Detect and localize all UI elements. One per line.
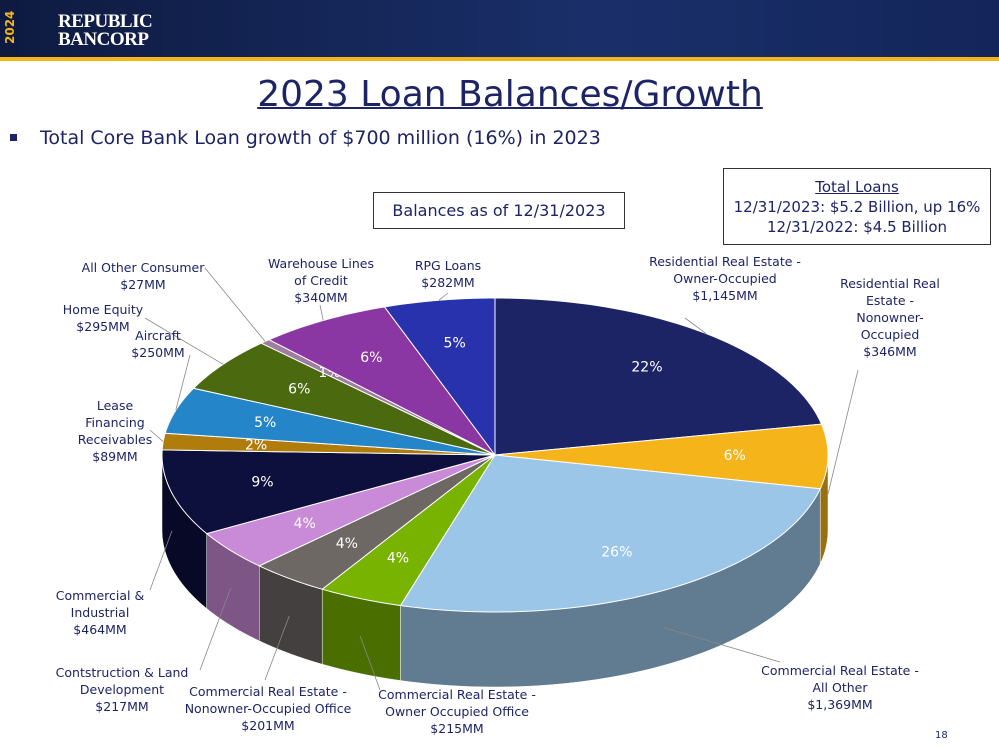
category-name: Home Equity (62, 302, 144, 317)
slice (267, 306, 496, 456)
slice (383, 297, 496, 457)
percent-label: 4% (336, 536, 358, 552)
percent-label: 9% (251, 475, 273, 491)
category-name: Commercial Real Estate - Owner Occupied … (378, 687, 536, 719)
percent-label: 5% (444, 336, 466, 352)
category-label: Aircraft $250MM (131, 327, 184, 361)
slice (321, 454, 496, 607)
percent-label: 5% (254, 415, 276, 431)
category-label: Commercial Real Estate - All Other $1,369… (761, 662, 919, 713)
category-label: Home Equity $295MM (63, 301, 143, 335)
value-label: $295MM (76, 319, 130, 334)
leader-line (149, 429, 164, 442)
category-label: Warehouse Lines of Credit $340MM (268, 255, 374, 306)
value-label: $201MM (241, 718, 295, 733)
category-name: All Other Consumer (81, 260, 205, 275)
percent-label: 6% (288, 382, 310, 398)
value-label: $464MM (73, 622, 127, 637)
category-label: Commercial Real Estate - Owner Occupied … (378, 686, 536, 737)
value-label: $89MM (92, 449, 138, 464)
category-label: Commercial & Industrial $464MM (56, 587, 144, 638)
totals-line: 12/31/2023: $5.2 Billion, up 16% (733, 198, 981, 216)
value-label: $217MM (95, 699, 149, 714)
slice (494, 423, 829, 490)
category-name: Contstruction & Land Development (55, 665, 189, 697)
percent-label: 2% (245, 437, 267, 453)
value-label: $340MM (294, 290, 348, 305)
percent-label: 6% (360, 350, 382, 366)
totals-box: Total Loans 12/31/2023: $5.2 Billion, up… (723, 168, 991, 245)
category-label: All Other Consumer $27MM (82, 259, 205, 293)
leader-line (827, 369, 859, 495)
percent-label: 26% (601, 544, 632, 560)
category-name: Warehouse Lines of Credit (267, 256, 375, 288)
value-label: $1,145MM (692, 288, 758, 303)
slice (258, 454, 496, 590)
value-label: $27MM (120, 277, 166, 292)
leader-line (204, 267, 266, 342)
slice (399, 454, 821, 613)
leader-line (319, 304, 324, 321)
value-label: $346MM (863, 344, 917, 359)
title: 2023 Loan Balances/Growth (257, 74, 763, 115)
category-name: Lease Financing Receivables (77, 398, 153, 447)
leader-line (684, 317, 707, 334)
bullet-marker (10, 134, 17, 141)
slice (205, 454, 496, 567)
balances-box: Balances as of 12/31/2023 (373, 192, 625, 229)
logo: BANCORP (58, 29, 149, 50)
leader-line (359, 635, 381, 691)
header-bar: 2024 REPUBLIC BANCORP (0, 0, 999, 61)
leader-line (438, 292, 449, 301)
slice (161, 449, 496, 535)
percent-label: 4% (387, 550, 409, 566)
category-label: RPG Loans $282MM (415, 257, 481, 291)
category-name: Commercial & Industrial (55, 588, 145, 620)
category-name: RPG Loans (414, 258, 482, 273)
category-label: Contstruction & Land Development $217MM (56, 664, 189, 715)
value-label: $215MM (430, 721, 484, 736)
category-label: Residential Real Estate - Owner-Occupied… (649, 253, 801, 304)
category-name: Aircraft (135, 328, 181, 343)
category-name: Commercial Real Estate - All Other (761, 663, 919, 695)
leader-line (175, 354, 191, 411)
percent-label: 6% (724, 448, 746, 464)
category-name: Residential Real Estate - Nonowner- Occu… (840, 276, 940, 342)
percent-label: 4% (294, 516, 316, 532)
leader-line (664, 627, 781, 663)
bullet-text: Total Core Bank Loan growth of $700 mill… (40, 127, 601, 149)
percent-label: 22% (631, 360, 662, 376)
logo: REPUBLIC (58, 11, 153, 32)
value-label: $1,369MM (807, 697, 873, 712)
leader-line (149, 530, 173, 591)
leader-line (144, 317, 224, 365)
category-label: Commercial Real Estate - Nonowner-Occupi… (185, 683, 352, 734)
totals-title: Total Loans (815, 178, 899, 196)
category-label: Residential Real Estate - Nonowner- Occu… (840, 275, 940, 360)
category-name: Residential Real Estate - Owner-Occupied (649, 254, 801, 286)
category-label: Lease Financing Receivables $89MM (78, 397, 153, 465)
page-number: 18 (935, 730, 948, 741)
totals-line: 12/31/2022: $4.5 Billion (766, 218, 948, 236)
value-label: $250MM (131, 345, 185, 360)
leader-line (264, 615, 290, 681)
category-name: Commercial Real Estate - Nonowner-Occupi… (184, 684, 352, 716)
leader-line (199, 587, 232, 671)
value-label: $282MM (421, 275, 475, 290)
